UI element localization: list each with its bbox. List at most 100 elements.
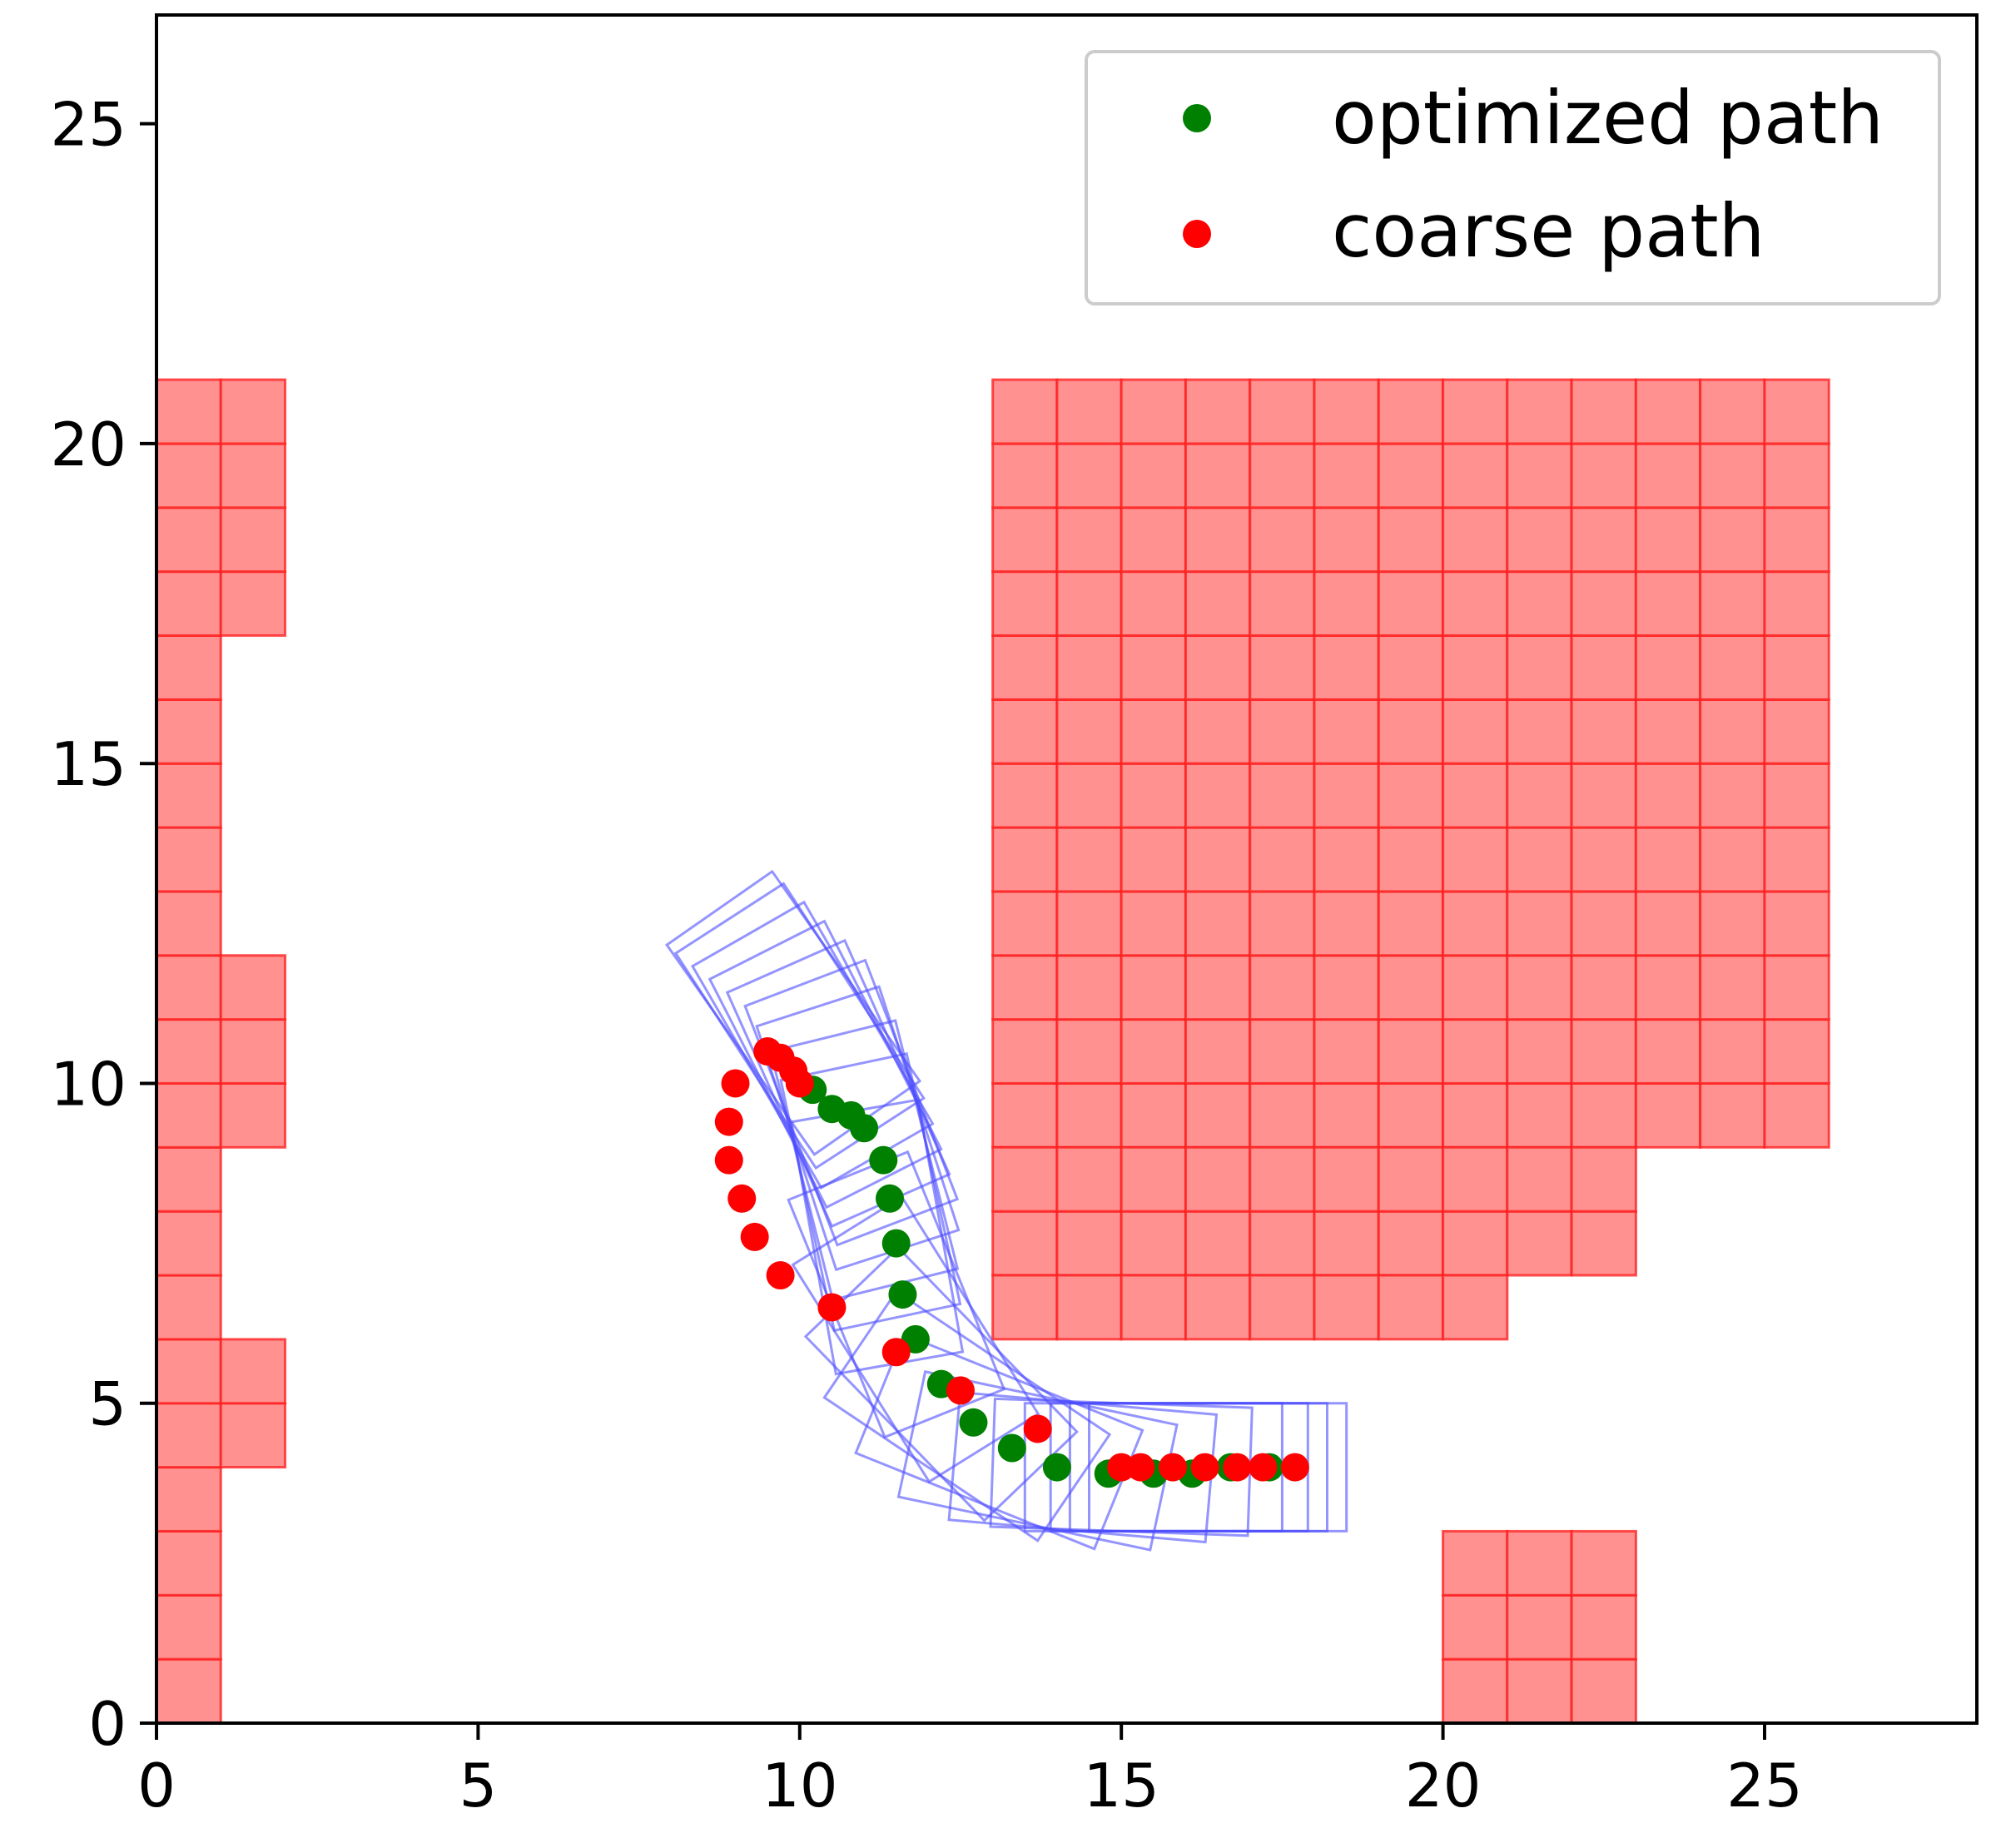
obstacle-cell — [1634, 506, 1702, 574]
obstacle-cell — [991, 762, 1059, 829]
obstacle-cell — [1699, 762, 1766, 829]
vehicle-footprint — [743, 958, 960, 1247]
obstacle-cell — [1377, 442, 1445, 509]
obstacle-cell — [991, 570, 1059, 637]
obstacle-cell — [1506, 570, 1573, 637]
obstacle-cell — [1249, 698, 1316, 765]
obstacle-cell — [219, 1081, 287, 1149]
obstacle-cell — [1120, 633, 1187, 701]
optimized-path-point — [888, 1280, 917, 1309]
obstacle-cell — [155, 698, 222, 765]
obstacle-cell — [1506, 1145, 1573, 1213]
obstacle-cell — [155, 1145, 222, 1213]
obstacle-cell — [219, 570, 287, 637]
coarse-path-point — [785, 1069, 814, 1098]
obstacle-cell — [1120, 1145, 1187, 1213]
obstacle-cell — [1249, 890, 1316, 957]
legend-coarse-marker — [1183, 220, 1211, 248]
obstacle-cell — [1763, 762, 1830, 829]
obstacle-cell — [1442, 1529, 1509, 1597]
obstacle-cell — [1313, 890, 1380, 957]
coarse-path-point — [1023, 1414, 1052, 1443]
obstacle-cell — [219, 954, 287, 1021]
obstacle-cell — [1249, 762, 1316, 829]
obstacle-cell — [991, 890, 1059, 957]
obstacle-cell — [155, 1018, 222, 1085]
obstacle-cell — [1699, 570, 1766, 637]
obstacle-cell — [1442, 1593, 1509, 1661]
obstacle-cell — [1377, 633, 1445, 701]
obstacle-cell — [155, 506, 222, 574]
obstacle-cell — [219, 442, 287, 509]
obstacle-cell — [1055, 698, 1123, 765]
obstacle-cell — [1184, 698, 1252, 765]
coarse-path-point — [1249, 1453, 1278, 1482]
obstacle-cell — [155, 633, 222, 701]
obstacle-cell — [991, 1081, 1059, 1149]
x-tick-label: 10 — [762, 1751, 838, 1821]
obstacle-cell — [1570, 442, 1637, 509]
obstacle-cell — [991, 506, 1059, 574]
obstacle-cell — [1506, 890, 1573, 957]
obstacle-cell — [1377, 1081, 1445, 1149]
coarse-path-point — [766, 1261, 795, 1290]
vehicle-footprint — [708, 919, 943, 1210]
obstacle-cell — [1570, 954, 1637, 1021]
obstacle-cell — [1120, 698, 1187, 765]
obstacle-cell — [155, 1338, 222, 1405]
coarse-path-point — [721, 1069, 750, 1098]
obstacle-cell — [1313, 1018, 1380, 1085]
vehicle-footprint — [791, 1195, 1040, 1484]
obstacle-cell — [1634, 633, 1702, 701]
obstacle-cell — [1442, 1210, 1509, 1277]
vehicle-footprint — [854, 1333, 1144, 1551]
obstacle-cell — [1377, 506, 1445, 574]
obstacle-cell — [1120, 506, 1187, 574]
obstacle-cell — [1184, 1145, 1252, 1213]
coarse-path-point — [1159, 1453, 1188, 1482]
obstacle-cell — [1055, 378, 1123, 445]
obstacle-cell — [1763, 378, 1830, 445]
obstacle-cell — [991, 698, 1059, 765]
obstacle-cell — [1120, 1018, 1187, 1085]
obstacle-cell — [1120, 442, 1187, 509]
obstacle-cell — [1442, 1274, 1509, 1341]
obstacle-cell — [1442, 1018, 1509, 1085]
x-tick-label: 15 — [1083, 1751, 1159, 1821]
obstacle-cell — [1506, 1210, 1573, 1277]
obstacle-cell — [1313, 1210, 1380, 1277]
obstacle-cell — [1570, 1018, 1637, 1085]
obstacle-cell — [155, 890, 222, 957]
legend-box — [1085, 50, 1941, 306]
obstacle-cell — [155, 1402, 222, 1469]
coarse-path-point — [817, 1293, 847, 1322]
obstacle-cell — [1313, 442, 1380, 509]
obstacle-cell — [1763, 1081, 1830, 1149]
obstacle-cell — [155, 378, 222, 445]
obstacle-cell — [1184, 890, 1252, 957]
obstacle-cell — [1120, 890, 1187, 957]
obstacle-cell — [1699, 442, 1766, 509]
obstacle-cell — [1377, 762, 1445, 829]
obstacle-cell — [1570, 698, 1637, 765]
obstacle-cell — [155, 1593, 222, 1661]
obstacle-cell — [1634, 762, 1702, 829]
obstacle-cell — [1184, 506, 1252, 574]
y-tick-label: 10 — [50, 1049, 127, 1119]
obstacle-cell — [1313, 506, 1380, 574]
obstacle-cell — [1506, 1081, 1573, 1149]
obstacle-cell — [991, 1210, 1059, 1277]
x-tick-labels: 0 5 10 15 20 25 — [137, 1751, 1803, 1821]
coarse-path-point — [946, 1376, 975, 1405]
coarse-path-point — [727, 1184, 757, 1213]
obstacle-cell — [1699, 1081, 1766, 1149]
obstacle-cell — [155, 570, 222, 637]
obstacle-cell — [1249, 1274, 1316, 1341]
vehicle-footprint — [789, 1098, 965, 1376]
obstacle-cell — [1055, 442, 1123, 509]
legend-optimized-label: optimized path — [1332, 75, 1884, 161]
obstacle-cell — [155, 826, 222, 893]
obstacle-cell — [219, 506, 287, 574]
obstacle-cell — [155, 1466, 222, 1533]
obstacle-cell — [1699, 826, 1766, 893]
